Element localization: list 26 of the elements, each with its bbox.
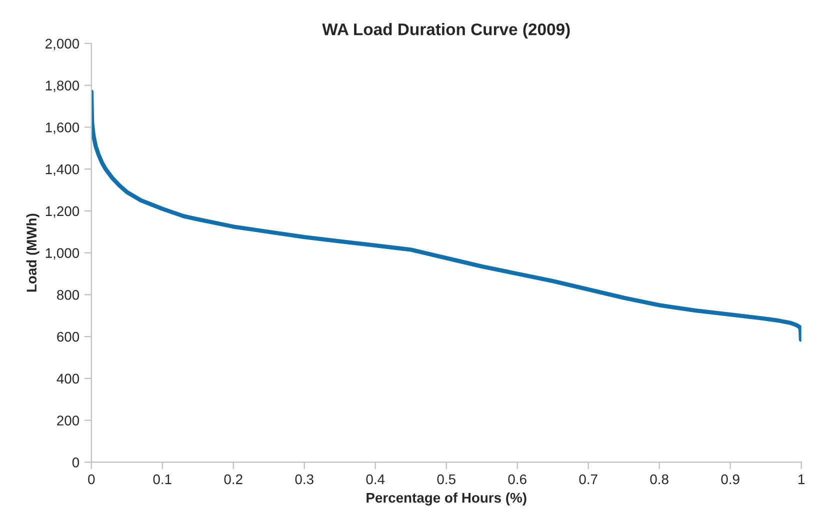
y-tick-label: 0 bbox=[72, 458, 80, 468]
y-tick-label: 1,600 bbox=[46, 122, 80, 134]
y-tick-label: 1,200 bbox=[46, 206, 80, 218]
x-tick-label: 0.8 bbox=[650, 474, 668, 484]
y-tick-label: 800 bbox=[57, 290, 80, 300]
y-tick-label: 1,000 bbox=[46, 248, 80, 260]
chart-title: WA Load Duration Curve (2009) bbox=[322, 23, 570, 39]
x-tick-label: 0.7 bbox=[579, 474, 598, 484]
x-axis-title: Percentage of Hours (%) bbox=[366, 492, 526, 506]
x-tick-label: 0.5 bbox=[437, 474, 456, 484]
x-tick-label: 0.2 bbox=[224, 474, 242, 484]
y-tick-label: 200 bbox=[57, 416, 80, 426]
x-tick-label: 0.6 bbox=[508, 474, 526, 484]
x-tick-label: 0 bbox=[88, 474, 95, 484]
x-tick-label: 0.3 bbox=[295, 474, 314, 484]
y-tick-label: 1,800 bbox=[46, 80, 80, 92]
y-tick-label: 2,000 bbox=[46, 38, 80, 50]
x-tick-label: 0.1 bbox=[153, 474, 172, 484]
line-series bbox=[91, 90, 802, 342]
y-axis-title: Load (MWh) bbox=[26, 214, 40, 292]
y-tick-label: 400 bbox=[56, 374, 80, 384]
x-tick-label: 0.9 bbox=[721, 474, 740, 484]
y-tick-label: 1,400 bbox=[46, 164, 80, 176]
x-tick-label: 0.4 bbox=[366, 474, 385, 484]
y-tick-label: 600 bbox=[57, 332, 80, 342]
x-tick-label: 1 bbox=[798, 474, 804, 484]
